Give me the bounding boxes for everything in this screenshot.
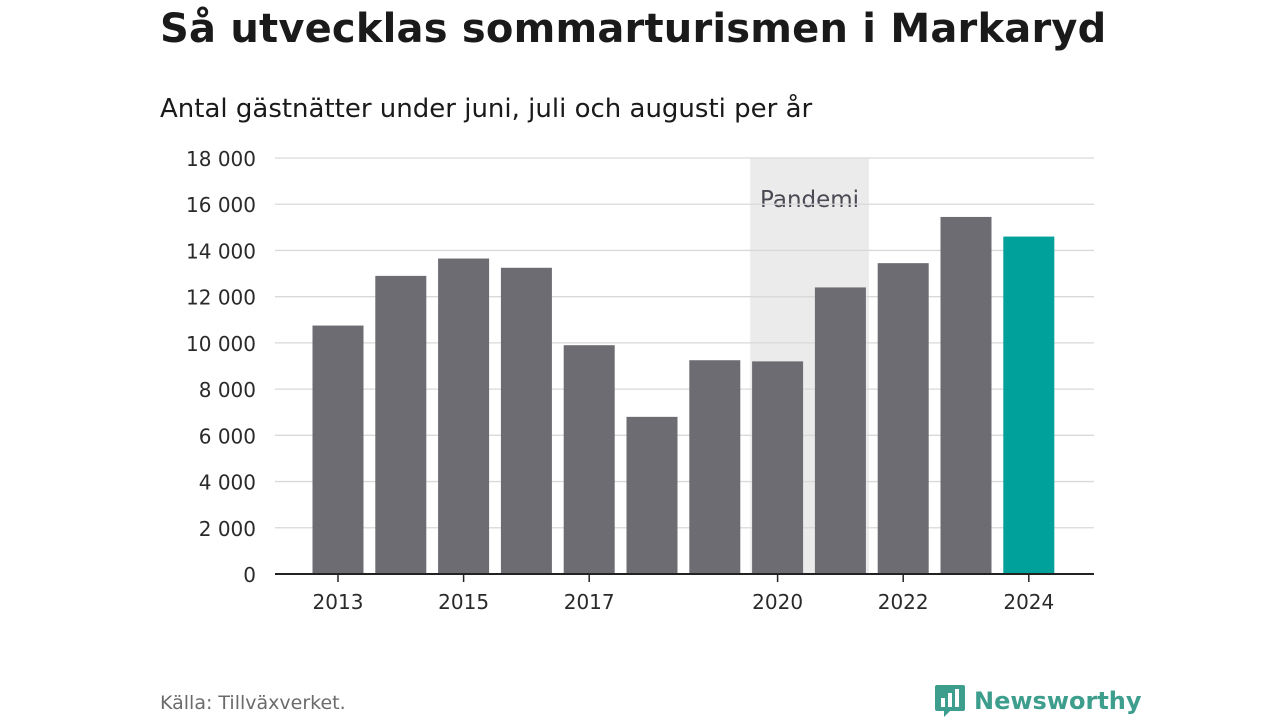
bar-2016: [500, 267, 552, 574]
bar-2020: [752, 361, 804, 574]
y-tick-label: 0: [243, 563, 256, 587]
newsworthy-chart-bubble-icon: [935, 685, 965, 717]
y-tick-label: 14 000: [186, 239, 256, 263]
y-tick-label: 8 000: [199, 378, 256, 402]
pandemic-label: Pandemi: [760, 187, 859, 213]
x-tick-label: 2020: [752, 590, 803, 614]
bar-2024: [1003, 236, 1055, 575]
bar-2019: [689, 360, 741, 574]
x-tick-label: 2013: [313, 590, 364, 614]
chart-subtitle: Antal gästnätter under juni, juli och au…: [160, 94, 813, 124]
bar-2021: [814, 287, 866, 574]
bar-2015: [438, 258, 490, 574]
y-tick-label: 6 000: [199, 424, 256, 448]
brand-logo: Newsworthy: [934, 684, 1142, 718]
source-note: Källa: Tillväxverket.: [160, 692, 346, 714]
bar-2018: [626, 416, 678, 574]
y-tick-label: 12 000: [186, 286, 256, 310]
bar-2017: [563, 345, 615, 574]
x-tick-label: 2015: [438, 590, 489, 614]
brand-name: Newsworthy: [974, 687, 1142, 715]
x-tick-label: 2024: [1003, 590, 1054, 614]
y-tick-label: 10 000: [186, 332, 256, 356]
bar-2023: [940, 216, 992, 574]
x-tick-label: 2022: [878, 590, 929, 614]
y-tick-label: 2 000: [199, 517, 256, 541]
chart-title: Så utvecklas sommarturismen i Markaryd: [160, 6, 1107, 52]
bar-2014: [375, 275, 427, 574]
bar-2013: [312, 325, 364, 574]
y-tick-label: 4 000: [199, 471, 256, 495]
y-tick-label: 18 000: [186, 147, 256, 171]
bar-2022: [877, 263, 929, 574]
y-tick-label: 16 000: [186, 193, 256, 217]
x-tick-label: 2017: [564, 590, 615, 614]
